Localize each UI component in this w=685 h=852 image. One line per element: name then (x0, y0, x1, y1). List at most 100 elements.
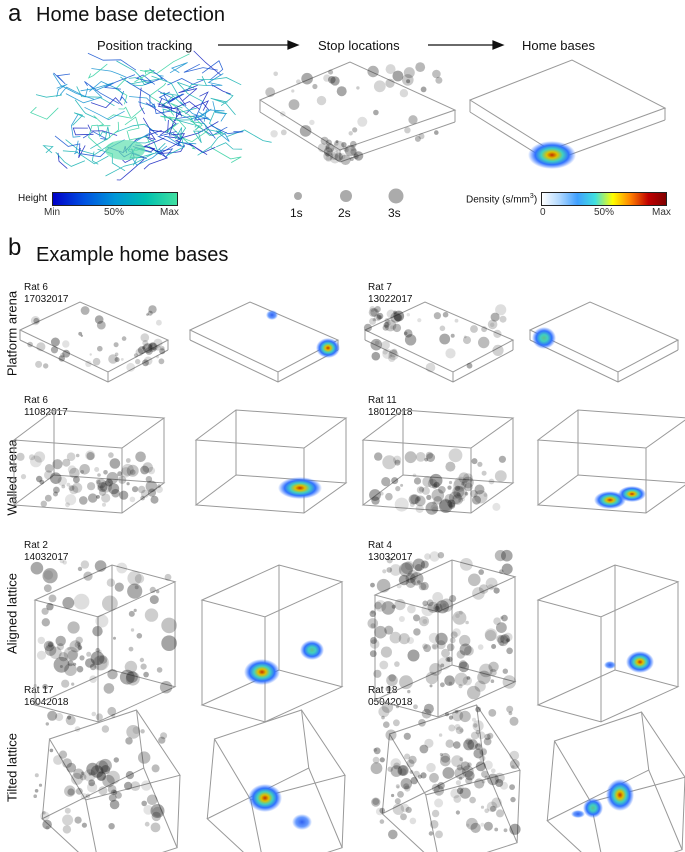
stop-dot (85, 450, 96, 461)
tracking-path (132, 142, 166, 166)
lattice-cube-1-top (200, 564, 344, 618)
stop-dot (120, 467, 132, 478)
tilted-cube-1-edge (206, 738, 215, 819)
tracking-path (210, 97, 236, 116)
stop-dot (96, 486, 102, 491)
stop-dot (483, 493, 488, 497)
stop-dot (384, 625, 394, 635)
stop-dot (270, 130, 278, 138)
stop-dot (371, 496, 380, 505)
stop-dot (433, 785, 445, 796)
stop-dot (440, 752, 451, 763)
stop-dot (440, 755, 451, 767)
stop-dot (288, 99, 300, 110)
stop-dot (451, 755, 463, 767)
stop-dot (382, 569, 387, 574)
stop-dot (466, 362, 473, 369)
stop-dot (439, 498, 452, 512)
stop-dot (48, 594, 57, 603)
stop-dot (80, 560, 90, 569)
stop-dot (399, 675, 413, 690)
stop-dot (61, 679, 70, 688)
stop-dot (469, 796, 476, 804)
stop-dot (473, 748, 484, 759)
stop-dot (280, 129, 287, 136)
stop-dot (418, 582, 427, 591)
stop-dot (141, 800, 147, 807)
stop-dot (403, 732, 411, 740)
stop-dot (383, 322, 390, 328)
homebase-blob (528, 141, 576, 169)
stop-dot (385, 492, 393, 501)
tracking-path (104, 121, 120, 141)
stop-dot (450, 631, 458, 639)
stop-dot (382, 348, 393, 359)
stop-dot (58, 652, 69, 662)
stop-dot (342, 146, 348, 151)
stop-dot (376, 312, 384, 320)
stop-dot (344, 144, 357, 157)
stop-dot (452, 611, 467, 625)
stop-dot (42, 810, 46, 815)
stop-dot (488, 709, 497, 717)
stop-dot (511, 765, 515, 769)
stop-dot (96, 478, 107, 489)
stop-dot (50, 346, 59, 354)
stop-dot (390, 758, 402, 769)
stop-dot (447, 656, 453, 663)
tracking-path (84, 106, 125, 121)
stop-dot (42, 819, 52, 830)
stop-dot (429, 820, 439, 829)
stop-dot (320, 136, 329, 145)
stop-dot (383, 721, 390, 728)
stop-dot (117, 471, 123, 477)
tilted-cube-2-edge (381, 733, 390, 814)
stop-dot (478, 584, 489, 594)
stop-dot (456, 650, 465, 659)
stop-dot (384, 319, 397, 332)
tracking-path (148, 82, 167, 106)
stop-dot (381, 701, 394, 713)
tracking-path (177, 81, 204, 103)
stop-dot (474, 490, 488, 504)
stop-dot (420, 86, 427, 93)
stop-dot (491, 644, 497, 649)
stop-dot (106, 472, 119, 484)
tracking-path (126, 130, 150, 144)
stop-dot (353, 151, 364, 161)
stop-dot (125, 671, 140, 686)
stop-dot (426, 494, 432, 500)
stop-dot (143, 805, 154, 815)
stop-dot (155, 485, 163, 494)
stop-dot (392, 803, 405, 815)
stop-dot (452, 494, 463, 505)
stop-dot (58, 355, 65, 362)
stop-dot (418, 133, 425, 140)
stop-dot (405, 806, 412, 814)
stop-dot (142, 343, 153, 354)
stop-dot (86, 651, 92, 657)
stop-dot (394, 661, 400, 667)
tracking-path (118, 106, 131, 118)
stop-dot (151, 811, 161, 822)
stop-dot (404, 753, 411, 760)
stop-dot (379, 819, 385, 824)
stop-dot (33, 317, 40, 324)
stop-dot (477, 670, 491, 685)
stop-dot (487, 584, 494, 591)
stop-dot (378, 315, 383, 320)
density-legend-label: Density (s/mm3) (466, 193, 538, 206)
stop-dot (500, 781, 508, 790)
walled-homebase-0 (278, 477, 322, 499)
tilted-cube-3-edge (546, 740, 555, 821)
stop-dot (429, 663, 442, 676)
stop-dot (372, 318, 376, 322)
tracking-path (91, 68, 127, 78)
stop-dot (432, 501, 436, 505)
stop-dot (439, 499, 453, 513)
stop-dot (53, 656, 70, 673)
stop-dot (458, 472, 470, 484)
stop-dot (399, 89, 409, 98)
stop-dot (466, 676, 471, 680)
stop-dot (416, 486, 425, 494)
